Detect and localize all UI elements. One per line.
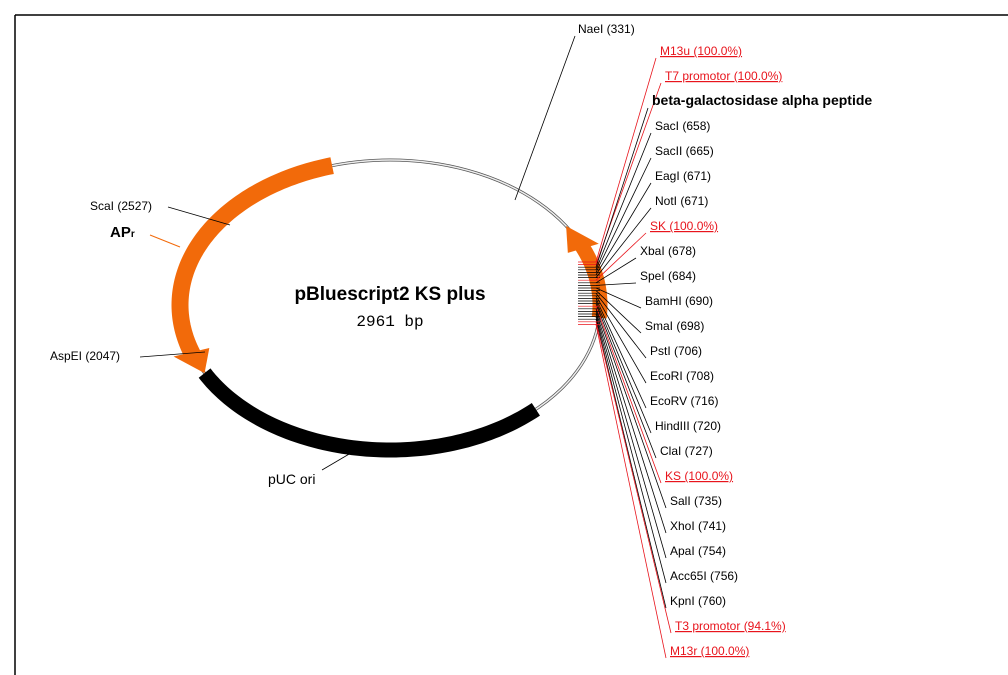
leader bbox=[514, 35, 576, 201]
site-leader bbox=[595, 300, 652, 434]
site-label: NotI (671) bbox=[655, 194, 708, 208]
site-leader bbox=[595, 316, 667, 584]
plasmid-title: pBluescript2 KS plus bbox=[294, 284, 485, 305]
site-leader bbox=[595, 306, 662, 484]
leader bbox=[167, 206, 231, 226]
site-label: EcoRI (708) bbox=[650, 369, 714, 383]
lacz-arrow bbox=[566, 226, 599, 253]
site-leader bbox=[595, 157, 652, 273]
site-label: M13u (100.0%) bbox=[660, 44, 742, 58]
site-label: EcoRV (716) bbox=[650, 394, 718, 408]
apr-arc bbox=[171, 157, 334, 359]
site-label: ScaI (2527) bbox=[90, 199, 152, 213]
site-leader bbox=[595, 298, 647, 409]
site-leader bbox=[595, 311, 667, 534]
site-leader bbox=[595, 132, 652, 270]
ori-arc bbox=[198, 368, 540, 458]
site-list: M13u (100.0%) T7 promotor (100.0%) beta-ga… bbox=[578, 44, 872, 659]
gene-name: AP bbox=[110, 224, 131, 241]
site-leader bbox=[595, 282, 637, 286]
feature-label: beta-galactosidase alpha peptide bbox=[652, 92, 872, 108]
site-leader bbox=[595, 321, 672, 634]
site-label: BamHI (690) bbox=[645, 294, 713, 308]
site-label: M13r (100.0%) bbox=[670, 644, 749, 658]
site-label: KpnI (760) bbox=[670, 594, 726, 608]
site-label: ClaI (727) bbox=[660, 444, 713, 458]
site-leader bbox=[595, 319, 667, 609]
plasmid-size: 2961 bp bbox=[356, 313, 423, 331]
site-label: SK (100.0%) bbox=[650, 219, 718, 233]
site-label: XbaI (678) bbox=[640, 244, 696, 258]
lacz-arc bbox=[575, 241, 608, 319]
site-leader bbox=[595, 313, 667, 559]
site-leader bbox=[595, 257, 637, 284]
gene-label: APr bbox=[110, 224, 135, 241]
site-label: SacI (658) bbox=[655, 119, 710, 133]
site-label: T7 promotor (100.0%) bbox=[665, 69, 782, 83]
site-label: SpeI (684) bbox=[640, 269, 696, 283]
site-leader bbox=[595, 292, 647, 359]
site-label: PstI (706) bbox=[650, 344, 702, 358]
site-leader bbox=[595, 308, 667, 509]
site-label: EagI (671) bbox=[655, 169, 711, 183]
site-leader bbox=[595, 107, 649, 268]
site-label: T3 promotor (94.1%) bbox=[675, 619, 786, 633]
site-leader bbox=[595, 287, 642, 309]
site-leader bbox=[595, 232, 647, 281]
site-label: AspEI (2047) bbox=[50, 349, 120, 363]
site-leader bbox=[595, 295, 647, 384]
site-label: SacII (665) bbox=[655, 144, 714, 158]
leader bbox=[139, 351, 206, 358]
site-leader bbox=[595, 207, 652, 278]
site-label: SalI (735) bbox=[670, 494, 722, 508]
ring bbox=[171, 157, 608, 458]
site-label: NaeI (331) bbox=[578, 22, 635, 36]
apr-arrow bbox=[173, 347, 210, 374]
site-leader bbox=[595, 303, 657, 459]
site-label: XhoI (741) bbox=[670, 519, 726, 533]
site-label: ApaI (754) bbox=[670, 544, 726, 558]
feature-label: pUC ori bbox=[268, 471, 315, 487]
leader bbox=[321, 449, 357, 471]
site-leader bbox=[595, 57, 657, 263]
site-label: HindIII (720) bbox=[655, 419, 721, 433]
site-leader bbox=[595, 290, 642, 334]
gene-sub: r bbox=[131, 229, 135, 240]
site-label: SmaI (698) bbox=[645, 319, 704, 333]
site-label: KS (100.0%) bbox=[665, 469, 733, 483]
site-label: Acc65I (756) bbox=[670, 569, 738, 583]
site-leader bbox=[595, 182, 652, 276]
leader bbox=[149, 234, 181, 248]
site-leader bbox=[595, 324, 667, 659]
